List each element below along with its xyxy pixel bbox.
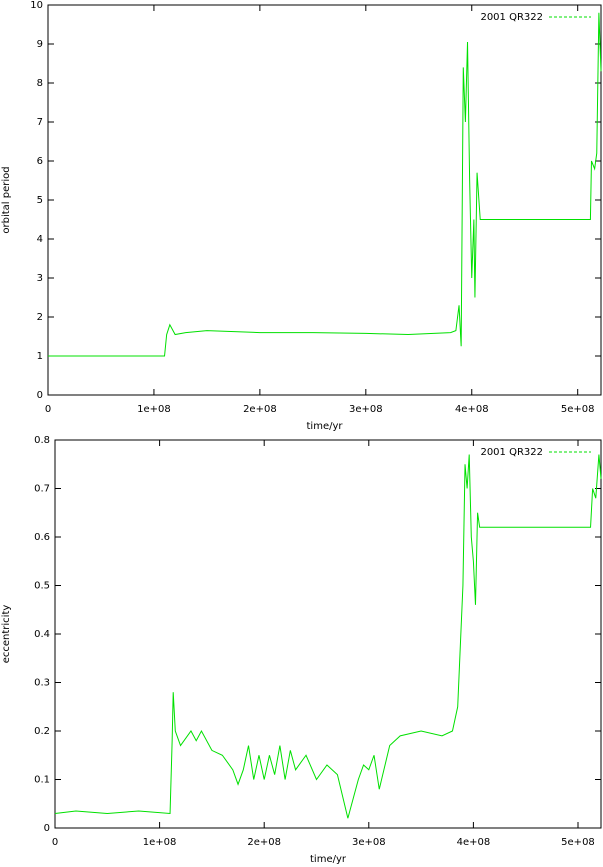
plot-frame (47, 4, 602, 396)
x-tick-label: 4e+08 (457, 837, 491, 848)
y-tick-label: 0.6 (34, 532, 50, 543)
series-line (48, 12, 602, 357)
plot-frame (54, 439, 602, 829)
y-tick-label: 0.2 (34, 726, 50, 737)
x-tick-label: 4e+08 (455, 404, 489, 415)
y-tick-label: 7 (37, 117, 43, 128)
y-tick-label: 0.1 (34, 775, 50, 786)
y-tick-label: 9 (37, 39, 43, 50)
x-tick-label: 3e+08 (352, 837, 386, 848)
x-tick-label: 2e+08 (247, 837, 281, 848)
y-tick-label: 0 (44, 823, 50, 834)
x-tick-label: 5e+08 (561, 404, 595, 415)
x-tick-label: 1e+08 (137, 404, 171, 415)
y-axis-label: orbital period (1, 166, 12, 233)
y-tick-label: 3 (37, 273, 43, 284)
y-tick-label: 0.3 (34, 678, 50, 689)
series-line (54, 454, 602, 819)
x-axis-label: time/yr (310, 854, 347, 865)
x-tick-label: 0 (45, 404, 51, 415)
x-tick-label: 0 (52, 837, 58, 848)
x-tick-label: 3e+08 (349, 404, 383, 415)
x-tick-label: 5e+08 (561, 837, 595, 848)
x-tick-label: 1e+08 (143, 837, 177, 848)
y-tick-label: 8 (37, 78, 43, 89)
y-tick-label: 1 (37, 351, 43, 362)
y-axis-label: eccentricity (1, 605, 12, 664)
x-axis-label: time/yr (307, 421, 344, 432)
y-tick-label: 0.4 (34, 629, 50, 640)
y-tick-label: 2 (37, 312, 43, 323)
y-tick-label: 10 (30, 0, 43, 11)
y-tick-label: 0.7 (34, 484, 50, 495)
y-tick-label: 0 (37, 390, 43, 401)
legend-label: 2001 QR322 (480, 447, 543, 458)
legend-label: 2001 QR322 (480, 12, 543, 23)
y-tick-label: 0.5 (34, 581, 50, 592)
y-tick-label: 4 (37, 234, 43, 245)
x-tick-label: 2e+08 (243, 404, 277, 415)
y-tick-label: 0.8 (34, 435, 50, 446)
y-tick-label: 6 (37, 156, 43, 167)
y-tick-label: 5 (37, 195, 43, 206)
